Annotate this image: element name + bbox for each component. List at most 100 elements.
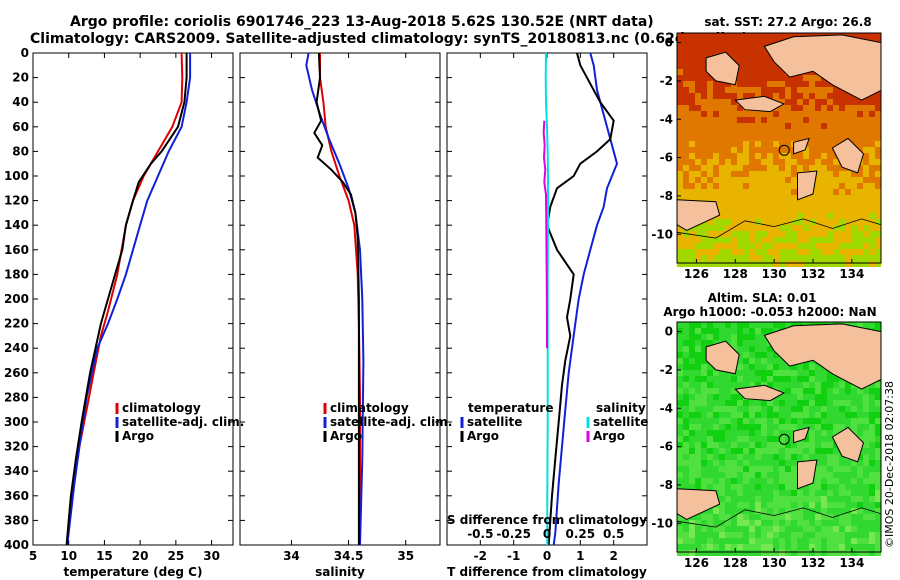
map-pixel	[803, 261, 809, 267]
map-pixel	[767, 69, 773, 75]
map-pixel	[827, 502, 833, 508]
map-pixel	[719, 514, 725, 520]
map-pixel	[851, 123, 857, 129]
map-pixel	[725, 484, 731, 490]
map-pixel	[791, 243, 797, 249]
map-pixel	[785, 484, 791, 490]
map-pixel	[749, 526, 755, 532]
map-pixel	[719, 526, 725, 532]
map-pixel	[851, 466, 857, 472]
map-pixel	[773, 93, 779, 99]
map-pixel	[815, 550, 821, 556]
map-pixel	[845, 189, 851, 195]
map-pixel	[725, 171, 731, 177]
map-pixel	[713, 328, 719, 334]
map-pixel	[689, 57, 695, 63]
map-pixel	[785, 225, 791, 231]
map-pixel	[707, 165, 713, 171]
map-pixel	[725, 436, 731, 442]
map-pixel	[815, 388, 821, 394]
map-pixel	[707, 448, 713, 454]
map-pixel	[797, 412, 803, 418]
map-pixel	[677, 436, 683, 442]
map-pixel	[683, 153, 689, 159]
map-pixel	[791, 424, 797, 430]
map-pixel	[767, 219, 773, 225]
map-pixel	[677, 111, 683, 117]
map-pixel	[857, 514, 863, 520]
map-pixel	[821, 514, 827, 520]
map-pixel	[677, 117, 683, 123]
map-pixel	[839, 502, 845, 508]
map-pixel	[791, 123, 797, 129]
map-pixel	[827, 237, 833, 243]
map-pixel	[749, 249, 755, 255]
map-pixel	[743, 358, 749, 364]
map-pixel	[821, 454, 827, 460]
map-pixel	[725, 189, 731, 195]
map-pixel	[857, 189, 863, 195]
map-pixel	[767, 129, 773, 135]
map-pixel	[821, 424, 827, 430]
map-pixel	[731, 454, 737, 460]
map-pixel	[719, 81, 725, 87]
map-pixel	[755, 460, 761, 466]
map-pixel	[755, 442, 761, 448]
map-pixel	[863, 225, 869, 231]
map-pixel	[731, 418, 737, 424]
map-pixel	[875, 225, 881, 231]
map-pixel	[839, 490, 845, 496]
map-pixel	[773, 237, 779, 243]
map-pixel	[737, 201, 743, 207]
map-pixel	[719, 201, 725, 207]
map-pixel	[683, 382, 689, 388]
map-pixel	[755, 75, 761, 81]
map-pixel	[851, 261, 857, 267]
map-pixel	[749, 478, 755, 484]
map-pixel	[875, 105, 881, 111]
map-pixel	[851, 189, 857, 195]
map-pixel	[695, 195, 701, 201]
map-pixel	[725, 328, 731, 334]
map-pixel	[683, 195, 689, 201]
map-pixel	[767, 87, 773, 93]
map-pixel	[719, 520, 725, 526]
map-pixel	[821, 448, 827, 454]
map-pixel	[749, 358, 755, 364]
map-pixel	[815, 364, 821, 370]
map-pixel	[719, 195, 725, 201]
map-pixel	[725, 400, 731, 406]
map-pixel	[809, 364, 815, 370]
map-pixel	[683, 328, 689, 334]
map-pixel	[767, 237, 773, 243]
map-pixel	[713, 231, 719, 237]
map-pixel	[863, 231, 869, 237]
map-pixel	[737, 484, 743, 490]
map-pixel	[695, 436, 701, 442]
map-pixel	[767, 496, 773, 502]
map-pixel	[743, 376, 749, 382]
map-pixel	[737, 195, 743, 201]
map-pixel	[701, 231, 707, 237]
map-pixel	[743, 243, 749, 249]
map-pixel	[791, 376, 797, 382]
map-pixel	[803, 508, 809, 514]
map-pixel	[869, 237, 875, 243]
map-pixel	[869, 153, 875, 159]
map-pixel	[749, 69, 755, 75]
map-pixel	[773, 123, 779, 129]
legend-label: climatology	[330, 401, 409, 415]
map-pixel	[773, 466, 779, 472]
map-pixel	[773, 424, 779, 430]
map-pixel	[809, 514, 815, 520]
map-pixel	[797, 424, 803, 430]
map-pixel	[827, 412, 833, 418]
map-pixel	[707, 328, 713, 334]
map-pixel	[707, 412, 713, 418]
map-pixel	[755, 189, 761, 195]
map-pixel	[833, 189, 839, 195]
map-pixel	[797, 454, 803, 460]
map-pixel	[737, 358, 743, 364]
map-pixel	[791, 81, 797, 87]
map-pixel	[803, 502, 809, 508]
